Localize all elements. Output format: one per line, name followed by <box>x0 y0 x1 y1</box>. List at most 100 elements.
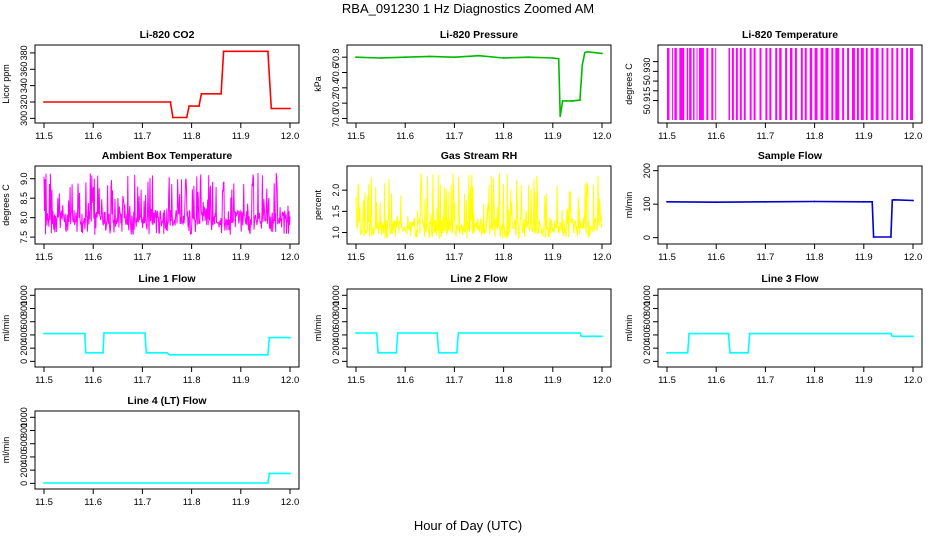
data-band <box>809 48 813 120</box>
data-band <box>686 48 689 120</box>
data-point <box>557 57 560 60</box>
y-tick-label: 0 <box>642 359 652 364</box>
data-point <box>355 56 357 59</box>
x-tick-label: 11.6 <box>84 252 102 263</box>
data-point <box>83 332 86 335</box>
series-line <box>43 50 291 119</box>
plot-frame <box>34 44 300 124</box>
x-tick-label: 11.9 <box>232 375 250 386</box>
chart-title: Li-820 Pressure <box>440 29 518 41</box>
y-tick-label: 0 <box>642 235 652 240</box>
x-tick-label: 11.9 <box>232 252 250 263</box>
x-tick-label: 11.5 <box>35 375 53 386</box>
x-axis-label: Hour of Day (UTC) <box>413 518 523 533</box>
x-tick-label: 11.5 <box>35 131 53 142</box>
series-line <box>355 332 603 354</box>
chart-title: Line 3 Flow <box>761 273 819 285</box>
data-band <box>865 48 868 120</box>
x-tick-label: 12.0 <box>904 252 923 263</box>
y-tick-label: 200 <box>331 341 341 356</box>
y-tick-label: 400 <box>19 327 29 342</box>
x-tick-label: 11.6 <box>707 131 725 142</box>
data-band <box>775 48 778 120</box>
data-point <box>891 199 894 202</box>
data-band <box>856 48 859 120</box>
data-point <box>502 57 505 59</box>
data-point <box>172 116 174 119</box>
data-band <box>728 48 730 120</box>
data-point <box>377 351 379 354</box>
y-tick-label: 800 <box>19 423 29 438</box>
data-point <box>583 51 586 54</box>
data-band <box>711 48 714 120</box>
data-point <box>268 336 271 339</box>
data-band <box>715 48 717 120</box>
series-line <box>666 332 914 354</box>
y-tick-label: 1000 <box>642 285 652 305</box>
data-band <box>743 48 746 120</box>
data-point <box>748 332 751 335</box>
y-tick-label: 70.6 <box>331 64 341 82</box>
x-tick-label: 11.7 <box>757 252 775 263</box>
data-band <box>696 48 698 120</box>
data-band <box>800 48 803 120</box>
data-band <box>731 48 734 120</box>
x-tick-label: 12.0 <box>281 131 300 142</box>
x-tick-label: 11.8 <box>495 252 513 263</box>
data-point <box>166 351 168 354</box>
x-tick-label: 11.7 <box>446 252 464 263</box>
data-point <box>559 115 562 118</box>
x-tick-label: 11.6 <box>396 252 414 263</box>
x-tick-label: 11.6 <box>396 375 414 386</box>
chart-panel-7: Line 1 Flow ml/min 11.5 11.6 11.7 11.8 11.9 12.… <box>1 273 300 386</box>
y-tick-label: 70.4 <box>331 79 341 97</box>
data-point <box>890 236 892 238</box>
x-tick-label: 12.0 <box>281 375 300 386</box>
x-tick-label: 11.5 <box>658 131 676 142</box>
y-tick-label: 0 <box>19 481 29 486</box>
data-point <box>727 332 730 335</box>
y-tick-label: 800 <box>642 301 652 316</box>
x-tick-label: 11.6 <box>84 375 102 386</box>
data-point <box>379 57 382 59</box>
data-point <box>527 56 530 59</box>
data-point <box>688 332 690 335</box>
data-band <box>689 48 692 120</box>
chart-title: Ambient Box Temperature <box>102 150 233 162</box>
x-tick-label: 12.0 <box>281 252 300 263</box>
y-tick-label: 400 <box>19 449 29 464</box>
data-band <box>785 48 788 120</box>
series-path <box>666 198 914 238</box>
data-point <box>561 100 564 102</box>
data-point <box>579 332 581 334</box>
data-band <box>886 48 889 120</box>
data-point <box>436 332 439 334</box>
data-point <box>686 351 689 354</box>
x-tick-label: 12.0 <box>904 375 923 386</box>
data-point <box>666 351 668 354</box>
data-point <box>551 57 554 59</box>
y-tick-label: 100 <box>642 197 652 212</box>
plot-frame <box>346 44 612 124</box>
data-point <box>43 332 45 335</box>
data-point <box>581 64 584 66</box>
data-band <box>671 48 673 120</box>
plot-frame <box>346 165 612 245</box>
y-tick-label: 800 <box>19 301 29 316</box>
x-tick-label: 11.7 <box>134 375 152 386</box>
data-point <box>267 353 269 356</box>
x-tick-label: 11.5 <box>347 375 365 386</box>
data-point <box>912 335 914 338</box>
data-band <box>901 48 904 120</box>
plot-frame <box>657 165 923 245</box>
data-band <box>769 48 772 120</box>
y-tick-label: 320 <box>19 94 29 109</box>
x-tick-label: 12.0 <box>593 252 612 263</box>
series-line <box>43 472 291 484</box>
data-band <box>804 48 807 120</box>
data-point <box>428 55 431 58</box>
series-line <box>43 172 291 235</box>
y-tick-label: 1.0 <box>331 226 341 239</box>
y-tick-label: 0 <box>331 359 341 364</box>
data-band <box>825 48 829 120</box>
